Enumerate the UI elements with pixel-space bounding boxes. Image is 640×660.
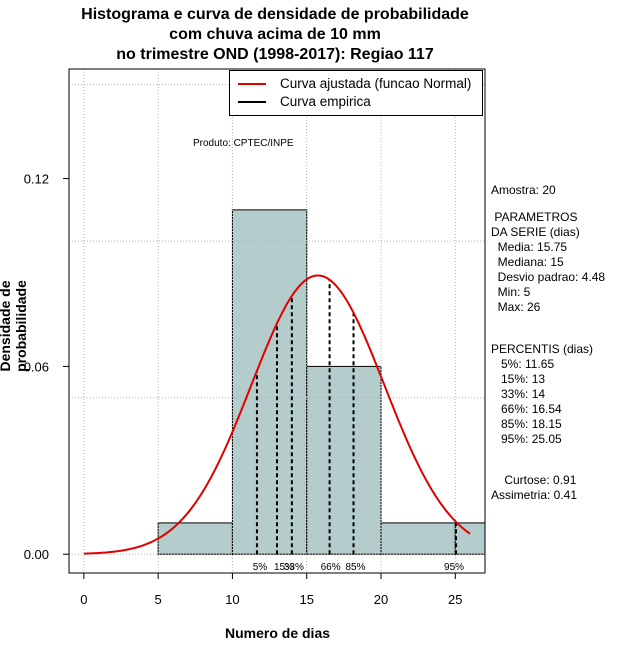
- stat-p33: 33%: 14: [491, 387, 546, 401]
- percentile-label-95: 95%: [444, 562, 464, 573]
- histogram-bar-2: [231, 209, 308, 555]
- histogram-bar-3: [306, 365, 382, 555]
- stat-params-title: PARAMETROS: [491, 210, 578, 224]
- stat-mean: Media: 15.75: [491, 240, 568, 254]
- x-axis-label: Numero de dias: [224, 625, 331, 641]
- x-tick-label-5: 5: [155, 592, 162, 607]
- stat-median: Mediana: 15: [491, 255, 564, 269]
- y-axis-label: Densidade de probabilidade: [0, 280, 29, 372]
- legend-label-empirical: Curva empirica: [280, 94, 371, 109]
- product-note: Produto: CPTEC/INPE: [193, 138, 294, 149]
- percentile-label-33: 33%: [284, 562, 304, 573]
- x-tick-label-15: 15: [299, 592, 313, 607]
- stat-percentile-title: PERCENTIS (dias): [491, 342, 594, 356]
- y-tick-label-1: 0.06: [24, 359, 49, 374]
- stat-sample: Amostra: 20: [491, 183, 556, 197]
- chart-title-line-1: Histograma e curva de densidade de proba…: [81, 6, 469, 23]
- legend-swatch-fitted: [238, 83, 266, 86]
- stat-kurtosis: Curtose: 0.91: [491, 473, 577, 487]
- stat-min: Min: 5: [491, 285, 531, 299]
- stat-max: Max: 26: [491, 300, 541, 314]
- x-tick-label-10: 10: [225, 592, 239, 607]
- histogram-bar-4: [380, 522, 456, 555]
- legend-swatch-empirical: [238, 101, 266, 104]
- percentile-label-15: 15%: [274, 562, 294, 573]
- x-tick-label-25: 25: [448, 592, 462, 607]
- stat-p95: 95%: 25.05: [491, 432, 562, 446]
- histogram-bar-1: [157, 522, 233, 555]
- legend-item-fitted: Curva ajustada (funcao Normal): [238, 76, 471, 92]
- stat-params-subtitle: DA SERIE (dias): [491, 225, 580, 239]
- legend-item-empirical: Curva empirica: [238, 94, 371, 110]
- chart-title-line-2: com chuva acima de 10 mm: [169, 26, 381, 43]
- legend-label-fitted: Curva ajustada (funcao Normal): [280, 76, 472, 91]
- stat-p5: 5%: 11.65: [491, 357, 555, 371]
- percentile-label-5: 5%: [253, 562, 268, 573]
- percentile-label-85: 85%: [346, 562, 366, 573]
- stat-p66: 66%: 16.54: [491, 402, 562, 416]
- x-tick-label-0: 0: [80, 592, 87, 607]
- fitted-normal-curve: [83, 274, 471, 555]
- stat-sd: Desvio padrao: 4.48: [491, 270, 606, 284]
- y-tick-label-0: 0.00: [24, 547, 49, 562]
- stat-p15: 15%: 13: [491, 372, 546, 386]
- x-tick-label-20: 20: [374, 592, 388, 607]
- stat-skewness: Assimetria: 0.41: [491, 488, 578, 502]
- percentile-label-66: 66%: [321, 562, 341, 573]
- stat-p85: 85%: 18.15: [491, 417, 562, 431]
- y-tick-label-2: 0.12: [24, 172, 49, 187]
- legend: Curva ajustada (funcao Normal) Curva emp…: [229, 70, 483, 116]
- chart-title-line-3: no trimestre OND (1998-2017): Regiao 117: [116, 46, 434, 63]
- histogram-bar-5: [454, 522, 485, 555]
